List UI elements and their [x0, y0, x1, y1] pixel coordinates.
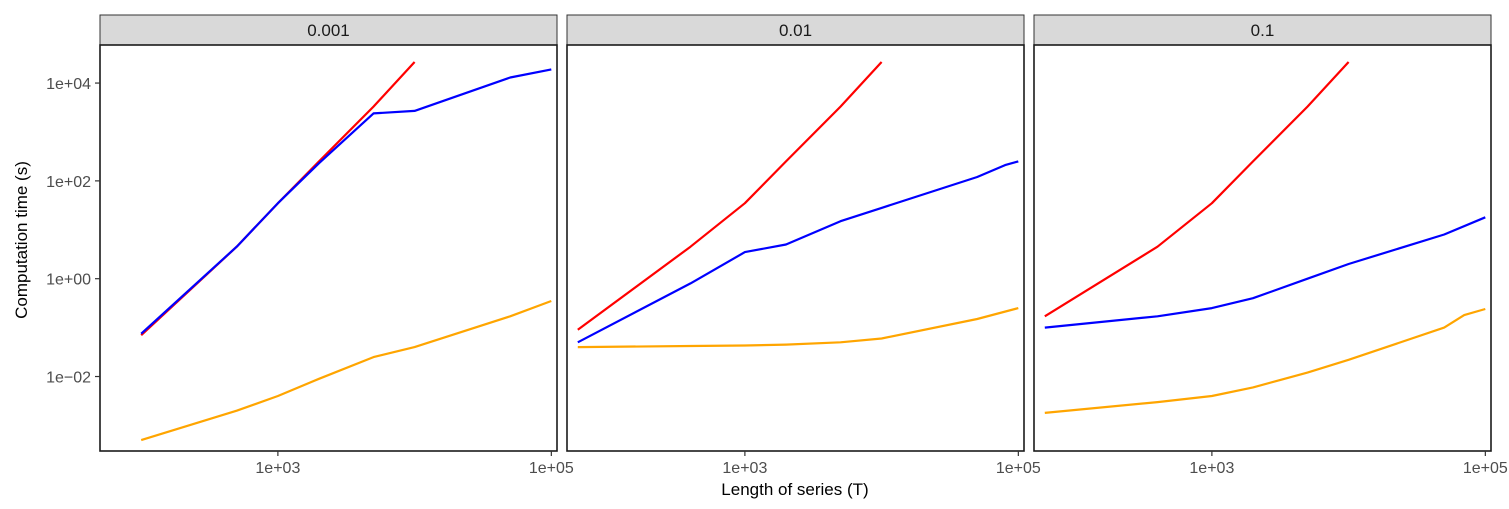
panel-border-2 — [1033, 44, 1492, 452]
x-tick-label-1-0: 1e+03 — [722, 460, 767, 477]
series-line-2-1 — [1044, 216, 1486, 329]
panel-border-1 — [566, 44, 1025, 452]
x-tick-label-1-1: 1e+05 — [996, 460, 1041, 477]
x-tick-label-0-0: 1e+03 — [255, 460, 300, 477]
facet-strip-label-1: 0.01 — [779, 21, 812, 40]
facet-panel-0: 0.001 1e+03 1e+05 1e−02 1e+00 1e+02 1e+04 — [46, 14, 574, 477]
y-tick-label-0: 1e−02 — [46, 370, 91, 387]
panel-border-0 — [99, 44, 558, 452]
y-tick-label-2: 1e+02 — [46, 174, 91, 191]
y-tick-label-3: 1e+04 — [46, 76, 91, 93]
y-tick-label-1: 1e+00 — [46, 272, 91, 289]
x-tick-label-2-0: 1e+03 — [1189, 460, 1234, 477]
series-line-2-2 — [1044, 307, 1486, 414]
plot-area-2 — [1034, 45, 1491, 451]
x-tick-label-0-1: 1e+05 — [529, 460, 574, 477]
facet-panel-1: 0.01 1e+03 1e+05 — [566, 14, 1041, 477]
plot-area-1 — [567, 45, 1024, 451]
facet-strip-label-0: 0.001 — [307, 21, 350, 40]
y-axis-title: Computation time (s) — [12, 161, 31, 319]
series-line-1-1 — [577, 160, 1019, 344]
series-line-0-1 — [140, 68, 552, 335]
series-line-0-2 — [140, 299, 552, 442]
panels-layer: 0.001 1e+03 1e+05 1e−02 1e+00 1e+02 1e+04 0.01 1… — [46, 14, 1508, 477]
facet-panel-2: 0.1 1e+03 1e+05 — [1033, 14, 1508, 477]
series-line-1-2 — [577, 307, 1019, 349]
x-axis-title: Length of series (T) — [721, 480, 868, 499]
facet-strip-2 — [1033, 14, 1492, 46]
plot-area-0 — [100, 45, 557, 451]
facet-strip-0 — [99, 14, 558, 46]
facet-strip-1 — [566, 14, 1025, 46]
x-tick-label-2-1: 1e+05 — [1463, 460, 1508, 477]
facet-strip-label-2: 0.1 — [1251, 21, 1275, 40]
series-line-1-0 — [577, 61, 883, 331]
series-line-2-0 — [1044, 61, 1350, 318]
